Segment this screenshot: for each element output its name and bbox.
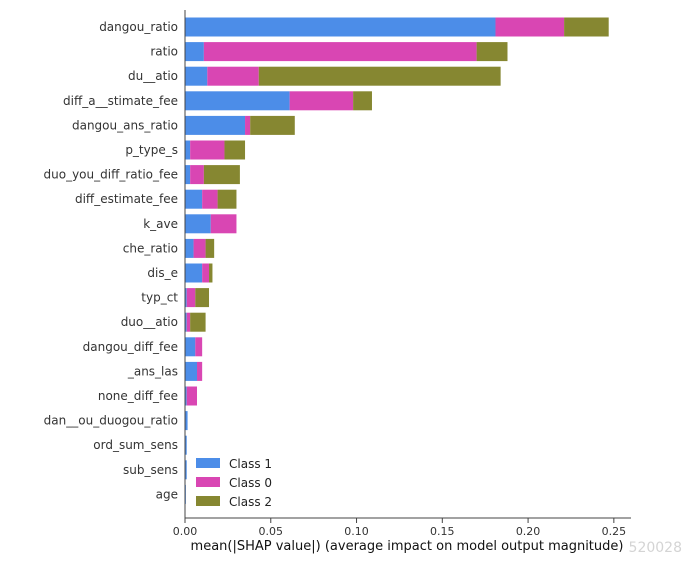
legend-swatch-class-1 bbox=[196, 458, 220, 468]
y-label-ratio: ratio bbox=[150, 45, 178, 59]
x-axis-ticks: 0.00 0.05 0.10 0.15 0.20 0.25 bbox=[173, 518, 626, 538]
x-tick-label-2: 0.10 bbox=[344, 525, 369, 538]
y-label-che-ratio: che_ratio bbox=[123, 241, 178, 255]
bar-class-2-du-atio bbox=[258, 66, 501, 86]
bar-class-0-du-atio bbox=[207, 66, 259, 86]
bar-class-0-p-type-s bbox=[190, 140, 225, 160]
legend-label-class-2: Class 2 bbox=[229, 495, 272, 509]
y-label-dis-e: dis_e bbox=[147, 266, 178, 280]
legend-label-class-1: Class 1 bbox=[229, 457, 272, 471]
bar-class-2-dis-e bbox=[209, 263, 213, 283]
y-label-duo-atio: duo__atio bbox=[121, 315, 178, 329]
bar-class-0-dangou-ans-ratio bbox=[245, 115, 251, 135]
x-tick-label-0: 0.00 bbox=[173, 525, 198, 538]
legend-swatch-class-0 bbox=[196, 477, 220, 487]
x-axis-label: mean(|SHAP value|) (average impact on mo… bbox=[191, 539, 624, 554]
bar-class-1-che-ratio bbox=[185, 238, 194, 258]
y-label-dan-ou-duogou-ratio: dan__ou_duogou_ratio bbox=[44, 414, 178, 428]
bar-class-1-dis-e bbox=[185, 263, 203, 283]
bar-class-1-typ-ct bbox=[185, 288, 187, 308]
bar-class-2-typ-ct bbox=[195, 288, 210, 308]
y-label-ans-las: _ans_las bbox=[127, 364, 178, 378]
legend-swatch-class-2 bbox=[196, 496, 220, 506]
legend: Class 1 Class 0 Class 2 bbox=[196, 457, 272, 509]
bar-class-1-diff-estimate-fee bbox=[185, 189, 203, 209]
bar-class-1-ratio bbox=[185, 42, 204, 62]
bar-class-1-p-type-s bbox=[185, 140, 191, 160]
y-label-p-type-s: p_type_s bbox=[125, 143, 178, 157]
legend-label-class-0: Class 0 bbox=[229, 476, 272, 490]
y-label-diff-estimate-fee: diff_estimate_fee bbox=[75, 192, 178, 206]
y-label-age: age bbox=[156, 487, 178, 501]
bar-class-0-duo-you-diff-ratio-fee bbox=[190, 165, 204, 185]
bar-class-1-diff-a-stimate-fee bbox=[185, 91, 290, 111]
bar-class-1-dangou-ratio bbox=[185, 17, 496, 37]
y-label-typ-ct: typ_ct bbox=[141, 291, 178, 305]
bar-class-2-diff-a-stimate-fee bbox=[353, 91, 372, 111]
bar-class-2-diff-estimate-fee bbox=[217, 189, 237, 209]
bar-class-1-ans-las bbox=[185, 361, 198, 381]
bar-class-0-ratio bbox=[203, 42, 477, 62]
y-label-dangou-ans-ratio: dangou_ans_ratio bbox=[72, 118, 178, 132]
bar-class-1-k-ave bbox=[185, 214, 211, 234]
bar-class-1-dangou-diff-fee bbox=[185, 337, 196, 357]
bar-class-0-dangou-ratio bbox=[495, 17, 565, 37]
bar-class-0-duo-atio bbox=[186, 312, 191, 332]
x-tick-label-5: 0.25 bbox=[602, 525, 627, 538]
bar-class-2-dangou-ans-ratio bbox=[250, 115, 295, 135]
bar-class-1-sub-sens bbox=[185, 460, 187, 480]
bar-class-0-diff-a-stimate-fee bbox=[289, 91, 354, 111]
bar-class-0-che-ratio bbox=[193, 238, 206, 258]
y-label-du-atio: du__atio bbox=[128, 69, 178, 83]
bar-class-0-k-ave bbox=[210, 214, 237, 234]
bar-class-1-dan-ou-duogou-ratio bbox=[185, 411, 188, 431]
bar-class-0-dis-e bbox=[202, 263, 210, 283]
bar-class-0-dangou-diff-fee bbox=[195, 337, 203, 357]
bar-class-1-ord-sum-sens bbox=[185, 435, 187, 455]
y-label-duo-you-diff-ratio-fee: duo_you_diff_ratio_fee bbox=[44, 168, 179, 182]
bar-class-0-ans-las bbox=[197, 361, 203, 381]
bar-class-2-duo-atio bbox=[190, 312, 206, 332]
bar-class-2-p-type-s bbox=[224, 140, 246, 160]
bar-class-0-typ-ct bbox=[186, 288, 196, 308]
x-tick-label-4: 0.20 bbox=[516, 525, 541, 538]
y-label-dangou-ratio: dangou_ratio bbox=[99, 20, 178, 34]
bar-class-2-duo-you-diff-ratio-fee bbox=[203, 165, 240, 185]
bar-class-1-none-diff-fee bbox=[185, 386, 187, 406]
bar-class-0-none-diff-fee bbox=[186, 386, 198, 406]
watermark-text: 520028 bbox=[629, 540, 682, 556]
bar-class-2-che-ratio bbox=[205, 238, 215, 258]
y-label-none-diff-fee: none_diff_fee bbox=[98, 389, 178, 403]
bar-class-1-dangou-ans-ratio bbox=[185, 115, 246, 135]
x-tick-label-3: 0.15 bbox=[430, 525, 455, 538]
y-label-dangou-diff-fee: dangou_diff_fee bbox=[83, 340, 178, 354]
y-label-ord-sum-sens: ord_sum_sens bbox=[93, 438, 178, 452]
y-label-diff-a-stimate-fee: diff_a__stimate_fee bbox=[63, 94, 178, 108]
bars-group bbox=[185, 17, 609, 504]
bar-class-0-diff-estimate-fee bbox=[202, 189, 218, 209]
y-label-k-ave: k_ave bbox=[143, 217, 178, 231]
y-label-sub-sens: sub_sens bbox=[123, 463, 178, 477]
bar-class-1-du-atio bbox=[185, 66, 208, 86]
bar-class-1-duo-you-diff-ratio-fee bbox=[185, 165, 191, 185]
bar-class-2-dangou-ratio bbox=[564, 17, 609, 37]
bar-class-2-ratio bbox=[476, 42, 508, 62]
x-tick-label-1: 0.05 bbox=[259, 525, 284, 538]
bar-class-1-duo-atio bbox=[185, 312, 187, 332]
